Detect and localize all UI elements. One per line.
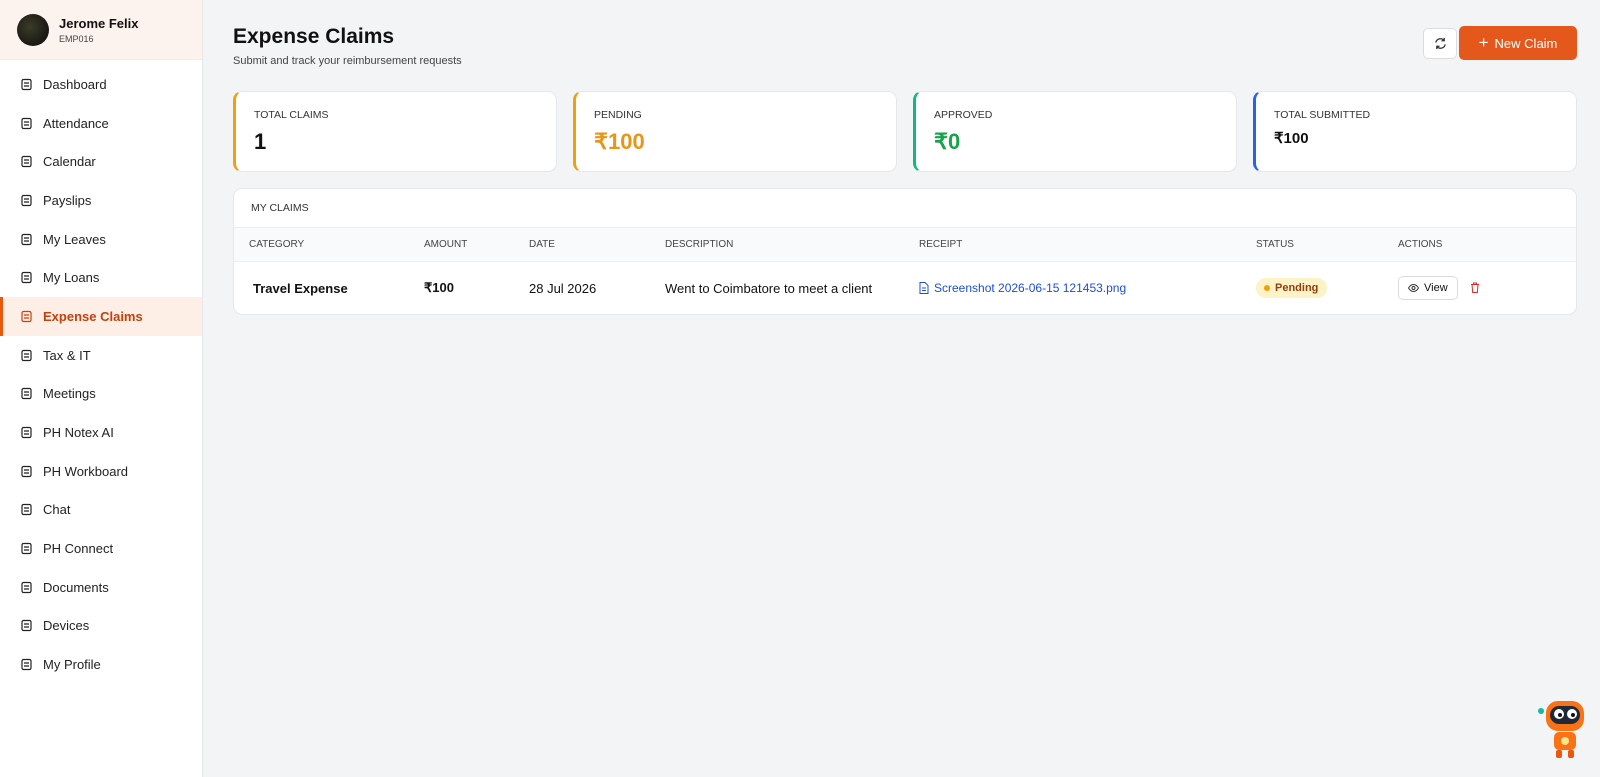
column-header: AMOUNT	[424, 239, 468, 250]
nav-item[interactable]: Dashboard	[0, 65, 202, 104]
status-text: Pending	[1275, 282, 1319, 294]
nav-label: Meetings	[43, 386, 96, 402]
nav-label: Calendar	[43, 154, 96, 170]
nav-label: Dashboard	[43, 76, 107, 92]
nav-label: Attendance	[43, 115, 109, 131]
stat-value: ₹100	[594, 129, 645, 154]
status-dot	[1264, 285, 1270, 291]
nav-item[interactable]: Devices	[0, 607, 202, 646]
description: Went to Coimbatore to meet a client	[665, 280, 873, 296]
stat-label: APPROVED	[934, 109, 993, 121]
nav-item[interactable]: My Profile	[0, 645, 202, 684]
view-label: View	[1424, 282, 1448, 294]
table-title: MY CLAIMS	[234, 189, 1576, 228]
column-header: RECEIPT	[919, 239, 963, 250]
nav-item[interactable]: PH Connect	[0, 529, 202, 568]
nav-item[interactable]: Meetings	[0, 375, 202, 414]
nav-label: Expense Claims	[43, 308, 143, 324]
nav-item[interactable]: Calendar	[0, 142, 202, 181]
nav-item[interactable]: PH Workboard	[0, 452, 202, 491]
assistant-bot[interactable]	[1536, 697, 1592, 759]
nav-label: Documents	[43, 579, 109, 595]
stat-label: PENDING	[594, 109, 642, 121]
delete-button[interactable]	[1470, 281, 1480, 296]
stat-value: ₹0	[934, 129, 961, 154]
stat-label: TOTAL CLAIMS	[254, 109, 329, 121]
sidebar: Jerome Felix EMP016 Dashboard Attendance C…	[0, 0, 203, 777]
stat-card: APPROVED ₹0	[913, 91, 1237, 172]
avatar	[17, 13, 49, 46]
nav-label: My Leaves	[43, 231, 106, 247]
column-header: ACTIONS	[1398, 239, 1443, 250]
stat-value: 1	[254, 129, 267, 154]
nav-item[interactable]: Attendance	[0, 104, 202, 143]
status-badge: Pending	[1256, 278, 1328, 298]
new-claim-button[interactable]: + New Claim	[1459, 26, 1577, 60]
column-header: DATE	[529, 239, 555, 250]
stat-label: TOTAL SUBMITTED	[1274, 109, 1371, 121]
nav-label: Chat	[43, 502, 71, 518]
nav-item[interactable]: Tax & IT	[0, 336, 202, 375]
stat-card: TOTAL SUBMITTED ₹100	[1253, 91, 1577, 172]
receipt-link[interactable]: Screenshot 2026-06-15 121453.png	[919, 281, 1126, 295]
user-id: EMP016	[59, 33, 94, 44]
table-row: Travel Expense ₹100 28 Jul 2026 Went to Coi…	[234, 262, 1576, 314]
date: 28 Jul 2026	[529, 280, 597, 296]
nav-label: My Loans	[43, 270, 100, 286]
category: Travel Expense	[253, 280, 348, 296]
nav-label: Tax & IT	[43, 347, 91, 363]
nav-label: Payslips	[43, 192, 92, 208]
stat-card: PENDING ₹100	[573, 91, 897, 172]
table-header: CATEGORY AMOUNT DATE DESCRIPTION RECEIPT STAT…	[234, 228, 1576, 262]
view-button[interactable]: View	[1398, 276, 1458, 300]
nav-label: PH Notex AI	[43, 425, 114, 441]
nav-item[interactable]: My Leaves	[0, 220, 202, 259]
nav-label: PH Connect	[43, 541, 114, 557]
actions: View	[1398, 276, 1480, 300]
user-name: Jerome Felix	[59, 15, 139, 31]
column-header: DESCRIPTION	[665, 239, 734, 250]
nav-item[interactable]: Expense Claims	[0, 297, 202, 336]
nav-item[interactable]: Chat	[0, 491, 202, 530]
new-claim-label: New Claim	[1494, 35, 1558, 51]
nav-label: PH Workboard	[43, 463, 129, 479]
stat-card: TOTAL CLAIMS 1	[233, 91, 557, 172]
page-title: Expense Claims	[233, 25, 395, 48]
amount: ₹100	[424, 280, 454, 295]
refresh-button[interactable]	[1423, 28, 1457, 59]
profile[interactable]: Jerome Felix EMP016	[0, 0, 202, 60]
column-header: CATEGORY	[249, 239, 305, 250]
stat-cards: TOTAL CLAIMS 1 PENDING ₹100 APPROVED ₹0 TOTAL …	[233, 91, 1577, 172]
stat-value: ₹100	[1274, 130, 1309, 147]
receipt-name: Screenshot 2026-06-15 121453.png	[934, 281, 1127, 295]
nav-item[interactable]: Payslips	[0, 181, 202, 220]
nav-menu: Dashboard Attendance Calendar Payslips My Le…	[0, 65, 202, 684]
column-header: STATUS	[1256, 239, 1294, 250]
claims-table: MY CLAIMS CATEGORY AMOUNT DATE DESCRIPTION R…	[233, 188, 1577, 315]
nav-item[interactable]: PH Notex AI	[0, 413, 202, 452]
nav-item[interactable]: My Loans	[0, 258, 202, 297]
nav-label: Devices	[43, 618, 90, 634]
page-subtitle: Submit and track your reimbursement requ…	[233, 55, 462, 67]
nav-item[interactable]: Documents	[0, 568, 202, 607]
nav-label: My Profile	[43, 657, 101, 673]
